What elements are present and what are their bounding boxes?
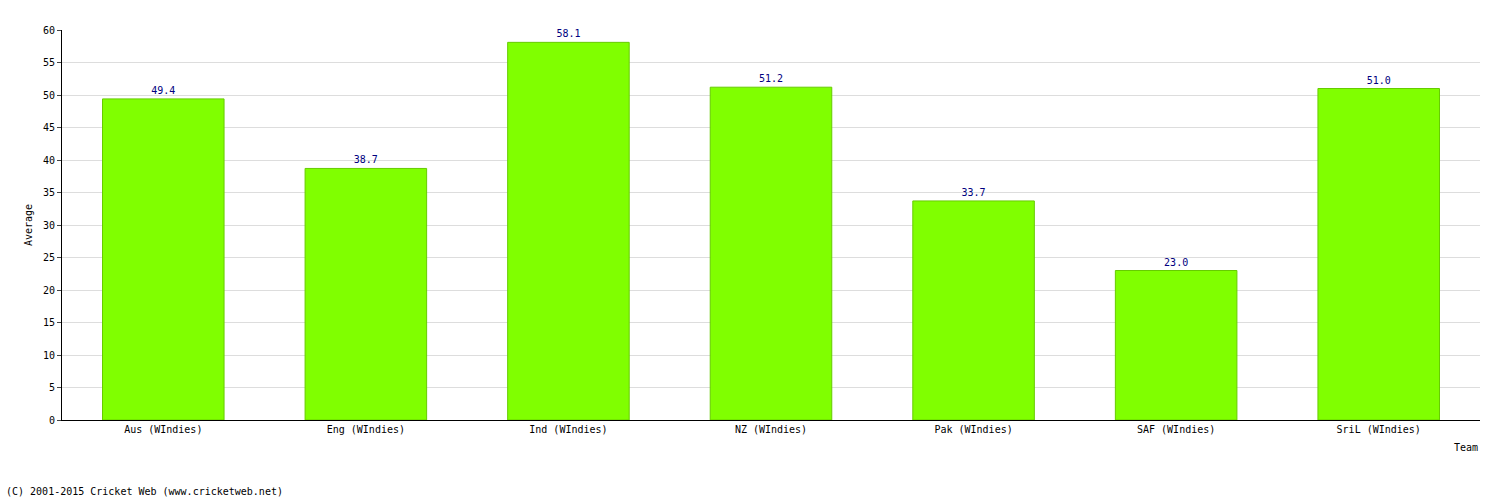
- svg-text:Aus (WIndies): Aus (WIndies): [124, 424, 202, 435]
- svg-text:20: 20: [43, 285, 55, 296]
- svg-text:10: 10: [43, 350, 55, 361]
- svg-text:49.4: 49.4: [151, 85, 175, 96]
- svg-text:0: 0: [49, 415, 55, 426]
- svg-text:40: 40: [43, 155, 55, 166]
- svg-text:51.0: 51.0: [1367, 75, 1391, 86]
- svg-text:50: 50: [43, 90, 55, 101]
- svg-text:23.0: 23.0: [1164, 257, 1188, 268]
- svg-text:15: 15: [43, 317, 55, 328]
- svg-text:Pak (WIndies): Pak (WIndies): [934, 424, 1012, 435]
- svg-text:Average: Average: [23, 204, 34, 246]
- svg-text:58.1: 58.1: [556, 28, 580, 39]
- svg-text:35: 35: [43, 187, 55, 198]
- svg-text:NZ (WIndies): NZ (WIndies): [735, 424, 807, 435]
- svg-text:25: 25: [43, 252, 55, 263]
- svg-text:33.7: 33.7: [962, 187, 986, 198]
- svg-text:60: 60: [43, 25, 55, 36]
- svg-text:55: 55: [43, 57, 55, 68]
- svg-text:SAF (WIndies): SAF (WIndies): [1137, 424, 1215, 435]
- svg-text:Ind (WIndies): Ind (WIndies): [529, 424, 607, 435]
- svg-text:5: 5: [49, 382, 55, 393]
- svg-text:38.7: 38.7: [354, 154, 378, 165]
- svg-text:30: 30: [43, 220, 55, 231]
- svg-text:51.2: 51.2: [759, 73, 783, 84]
- svg-text:Team: Team: [1454, 442, 1478, 453]
- svg-text:(C) 2001-2015 Cricket Web (www: (C) 2001-2015 Cricket Web (www.cricketwe…: [6, 486, 283, 497]
- svg-text:45: 45: [43, 122, 55, 133]
- svg-text:Eng (WIndies): Eng (WIndies): [327, 424, 405, 435]
- svg-text:SriL (WIndies): SriL (WIndies): [1337, 424, 1421, 435]
